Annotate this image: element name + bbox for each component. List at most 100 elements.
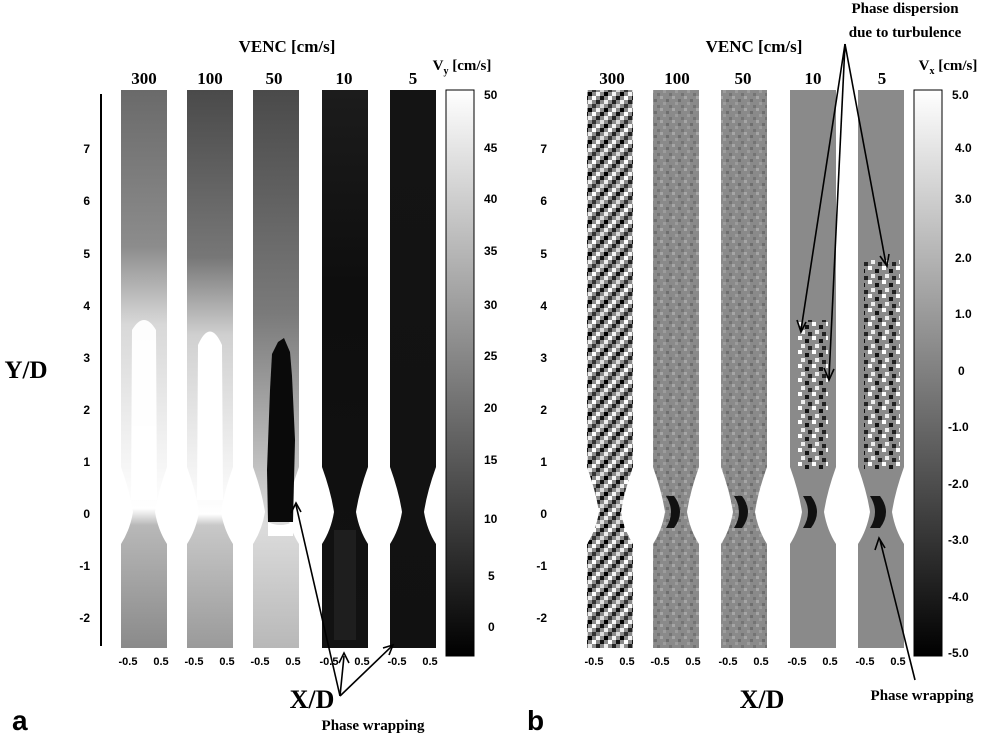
panel-a-phase-wrapping-arrows xyxy=(290,501,395,697)
x-tick: 0.5 xyxy=(285,656,300,668)
colorbar-tick: 15 xyxy=(484,453,498,467)
panel-a-velocity-map-venc-50 xyxy=(253,90,299,648)
venc-label-10: 10 xyxy=(805,69,822,88)
y-tick: 3 xyxy=(540,351,547,365)
x-tick: 0.5 xyxy=(153,656,168,668)
panel-b-colorbar-ticks: 5.0 4.0 3.0 2.0 1.0 0 -1.0 -2.0 -3.0 -4.… xyxy=(948,88,972,660)
panel-b-colorbar xyxy=(913,89,943,657)
y-tick: 2 xyxy=(540,403,547,417)
x-tick: -0.5 xyxy=(856,656,875,668)
y-tick: 4 xyxy=(83,299,90,313)
colorbar-tick: 40 xyxy=(484,192,498,206)
y-tick: 0 xyxy=(540,507,547,521)
panel-a-y-axis-label: Y/D xyxy=(4,357,47,384)
y-tick: -1 xyxy=(536,559,547,573)
colorbar-tick: 3.0 xyxy=(955,192,972,206)
panel-a-velocity-map-venc-300 xyxy=(121,90,167,648)
panel-b-venc-labels: 300 100 50 10 5 xyxy=(599,69,886,88)
y-tick: -1 xyxy=(79,559,90,573)
panel-a-y-ticks: 7 6 5 4 3 2 1 0 -1 -2 xyxy=(79,142,90,625)
panel-b-phase-wrapping-label: Phase wrapping xyxy=(871,688,974,704)
panel-b-x-axis-label: X/D xyxy=(740,685,785,714)
panel-b-y-ticks: 7 6 5 4 3 2 1 0 -1 -2 xyxy=(536,142,547,625)
x-tick: -0.5 xyxy=(185,656,204,668)
venc-label-100: 100 xyxy=(664,69,690,88)
x-tick: 0.5 xyxy=(890,656,905,668)
venc-label-5: 5 xyxy=(878,69,887,88)
x-tick: 0.5 xyxy=(219,656,234,668)
panel-b: VENC [cm/s] 300 100 50 10 5 7 6 5 4 3 2 … xyxy=(527,1,977,736)
y-tick: 7 xyxy=(540,142,547,156)
panel-b-phase-dispersion-label-line1: Phase dispersion xyxy=(851,1,959,17)
y-tick: 0 xyxy=(83,507,90,521)
colorbar-tick: 0 xyxy=(488,620,495,634)
y-tick: 4 xyxy=(540,299,547,313)
colorbar-tick: -1.0 xyxy=(948,420,969,434)
y-tick: 6 xyxy=(83,194,90,208)
panel-b-phase-dispersion-arrows xyxy=(796,43,890,383)
colorbar-tick: 0 xyxy=(958,364,965,378)
x-tick: 0.5 xyxy=(619,656,634,668)
venc-label-100: 100 xyxy=(197,69,223,88)
x-tick: 0.5 xyxy=(354,656,369,668)
y-tick: 1 xyxy=(540,455,547,469)
x-tick: 0.5 xyxy=(685,656,700,668)
colorbar-tick: 20 xyxy=(484,401,498,415)
panel-b-velocity-map-venc-100 xyxy=(653,90,699,648)
y-tick: -2 xyxy=(536,611,547,625)
colorbar-tick: 50 xyxy=(484,88,498,102)
venc-label-300: 300 xyxy=(599,69,625,88)
x-tick: -0.5 xyxy=(585,656,604,668)
panel-a-velocity-map-venc-5 xyxy=(390,90,436,648)
colorbar-tick: 4.0 xyxy=(955,141,972,155)
panel-a-velocity-map-venc-100 xyxy=(187,90,233,648)
venc-label-300: 300 xyxy=(131,69,157,88)
colorbar-tick: 2.0 xyxy=(955,251,972,265)
colorbar-tick: 1.0 xyxy=(955,307,972,321)
panel-b-velocity-map-venc-10 xyxy=(790,90,836,648)
panel-b-colorbar-title: Vx [cm/s] xyxy=(919,58,978,77)
y-tick: 5 xyxy=(83,247,90,261)
panel-a-x-axis-label: X/D xyxy=(290,685,335,714)
colorbar-tick: -3.0 xyxy=(948,533,969,547)
venc-label-5: 5 xyxy=(409,69,418,88)
y-tick: 7 xyxy=(83,142,90,156)
venc-label-10: 10 xyxy=(336,69,353,88)
x-tick: -0.5 xyxy=(320,656,339,668)
y-tick: 1 xyxy=(83,455,90,469)
x-tick: -0.5 xyxy=(251,656,270,668)
x-tick: -0.5 xyxy=(788,656,807,668)
panel-b-velocity-map-venc-300 xyxy=(587,90,633,648)
panel-a-colorbar-title: Vy [cm/s] xyxy=(433,58,492,77)
venc-label-50: 50 xyxy=(735,69,752,88)
colorbar-tick: 25 xyxy=(484,349,498,363)
panel-b-phase-dispersion-label-line2: due to turbulence xyxy=(849,25,962,41)
panel-a-colorbar-ticks: 50 45 40 35 30 25 20 15 10 5 0 xyxy=(484,88,498,634)
y-tick: 2 xyxy=(83,403,90,417)
y-tick: 6 xyxy=(540,194,547,208)
panel-b-venc-title: VENC [cm/s] xyxy=(706,37,803,56)
panel-a-venc-labels: 300 100 50 10 5 xyxy=(131,69,417,88)
y-tick: 5 xyxy=(540,247,547,261)
colorbar-tick: 45 xyxy=(484,141,498,155)
panel-a-velocity-map-venc-10 xyxy=(322,90,368,648)
panel-a-x-ticks: -0.5 0.5 -0.5 0.5 -0.5 0.5 -0.5 0.5 -0.5… xyxy=(119,656,438,668)
panel-b-letter: b xyxy=(527,705,544,736)
panel-a-phase-wrapping-label: Phase wrapping xyxy=(322,718,425,734)
colorbar-tick: 30 xyxy=(484,298,498,312)
panel-b-phase-wrapping-arrow xyxy=(874,536,916,681)
panel-b-velocity-map-venc-50 xyxy=(721,90,767,648)
colorbar-tick: 5 xyxy=(488,569,495,583)
colorbar-tick: 10 xyxy=(484,512,498,526)
colorbar-tick: 5.0 xyxy=(952,88,969,102)
y-tick: 3 xyxy=(83,351,90,365)
colorbar-tick: -4.0 xyxy=(948,590,969,604)
colorbar-tick: -5.0 xyxy=(948,646,969,660)
venc-label-50: 50 xyxy=(266,69,283,88)
panel-a-letter: a xyxy=(12,705,28,736)
panel-a-venc-title: VENC [cm/s] xyxy=(239,37,336,56)
colorbar-tick: -2.0 xyxy=(948,477,969,491)
x-tick: 0.5 xyxy=(422,656,437,668)
panel-b-velocity-map-venc-5 xyxy=(858,90,904,648)
